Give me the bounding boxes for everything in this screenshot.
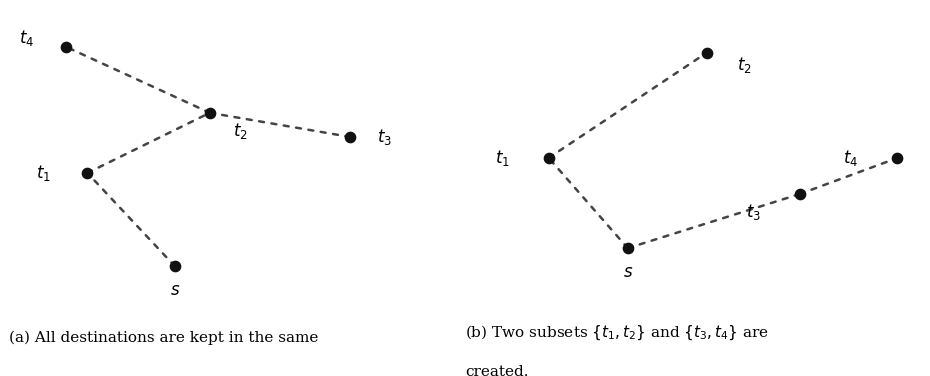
Text: $t_2$: $t_2$ <box>737 55 751 75</box>
Point <box>541 155 556 161</box>
Point <box>80 170 95 176</box>
Point <box>203 110 218 116</box>
Text: (b) Two subsets $\{t_1, t_2\}$ and $\{t_3, t_4\}$ are: (b) Two subsets $\{t_1, t_2\}$ and $\{t_… <box>465 323 769 342</box>
Point <box>890 155 905 161</box>
Point <box>699 50 714 56</box>
Text: $s$: $s$ <box>622 264 633 281</box>
Point <box>620 245 635 251</box>
Text: $t_2$: $t_2$ <box>233 121 247 141</box>
Point <box>342 134 357 140</box>
Text: (a) All destinations are kept in the same: (a) All destinations are kept in the sam… <box>9 331 319 345</box>
Point <box>792 191 807 197</box>
Text: $t_1$: $t_1$ <box>36 163 51 183</box>
Text: $t_1$: $t_1$ <box>495 148 510 168</box>
Text: created.: created. <box>465 365 528 376</box>
Text: $t_4$: $t_4$ <box>844 148 858 168</box>
Point <box>58 44 73 50</box>
Point <box>167 263 182 269</box>
Text: $t_4$: $t_4$ <box>19 27 33 48</box>
Text: $t_3$: $t_3$ <box>378 127 392 147</box>
Text: $t_3$: $t_3$ <box>746 202 761 222</box>
Text: $s$: $s$ <box>169 282 180 299</box>
